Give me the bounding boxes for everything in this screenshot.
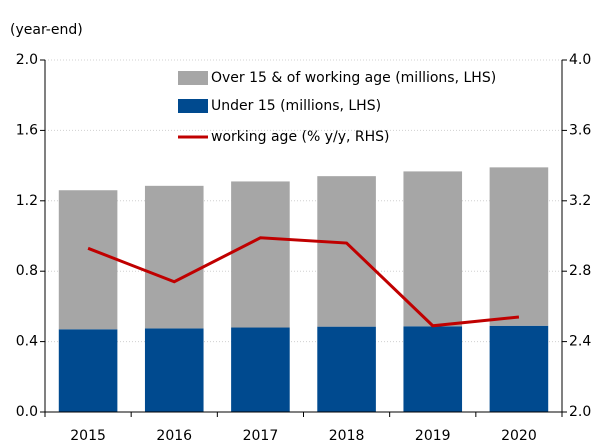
chart-subtitle: (year-end)	[10, 22, 83, 38]
y-tick-label: 1.2	[16, 193, 38, 209]
y-tick-label: 2.0	[16, 52, 38, 68]
bar	[144, 328, 204, 412]
bar	[144, 185, 204, 329]
legend-label: Over 15 & of working age (millions, LHS)	[211, 70, 496, 86]
x-tick-label: 2020	[501, 428, 537, 441]
y2-tick-label: 2.4	[569, 334, 591, 350]
x-tick-label: 2018	[329, 428, 365, 441]
bar	[403, 171, 463, 327]
legend-swatch	[178, 71, 208, 85]
x-tick-label: 2015	[70, 428, 106, 441]
x-tick-label: 2017	[243, 428, 279, 441]
legend-label: Under 15 (millions, LHS)	[211, 98, 381, 114]
y2-tick-label: 3.2	[569, 193, 591, 209]
bar	[489, 167, 549, 326]
bar	[58, 329, 118, 412]
y-tick-label: 1.6	[16, 122, 38, 138]
legend-label: working age (% y/y, RHS)	[211, 129, 390, 145]
x-tick-label: 2016	[156, 428, 192, 441]
y-tick-label: 0.4	[16, 334, 38, 350]
y2-tick-label: 3.6	[569, 122, 591, 138]
y-tick-label: 0.8	[16, 263, 38, 279]
bar	[317, 176, 376, 327]
y2-tick-label: 2.0	[569, 404, 591, 420]
y2-tick-label: 4.0	[569, 52, 591, 68]
bar	[231, 327, 290, 412]
bar	[403, 326, 463, 412]
x-tick-label: 2019	[415, 428, 451, 441]
y2-tick-label: 2.8	[569, 263, 591, 279]
y-tick-label: 0.0	[16, 404, 38, 420]
bar	[58, 190, 118, 330]
bar	[317, 326, 376, 412]
bar	[231, 181, 290, 328]
legend-swatch	[178, 99, 208, 113]
line	[87, 236, 520, 328]
bar	[489, 325, 549, 412]
